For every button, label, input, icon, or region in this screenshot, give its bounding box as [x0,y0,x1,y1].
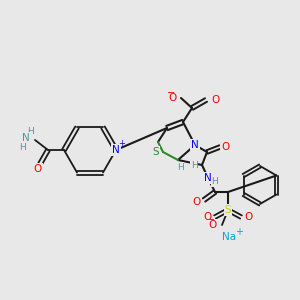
Text: O: O [34,164,42,174]
Text: N: N [112,145,120,155]
Text: N: N [204,173,212,183]
Text: H: H [190,160,197,169]
Text: −: − [207,215,215,225]
Text: N: N [22,133,30,143]
Text: H: H [177,163,183,172]
Text: H: H [212,178,218,187]
Text: O: O [209,220,217,230]
Text: S: S [225,205,231,215]
Text: O: O [169,93,177,103]
Text: −: − [167,88,175,98]
Text: S: S [152,147,159,157]
Text: N: N [191,140,199,150]
Text: H: H [19,142,26,152]
Text: +: + [118,140,125,148]
Text: O: O [193,197,201,207]
Text: H: H [27,127,33,136]
Text: O: O [221,142,229,152]
Text: O: O [204,212,212,222]
Text: +: + [235,227,243,237]
Text: O: O [211,95,219,105]
Text: Na: Na [222,232,236,242]
Text: O: O [244,212,252,222]
